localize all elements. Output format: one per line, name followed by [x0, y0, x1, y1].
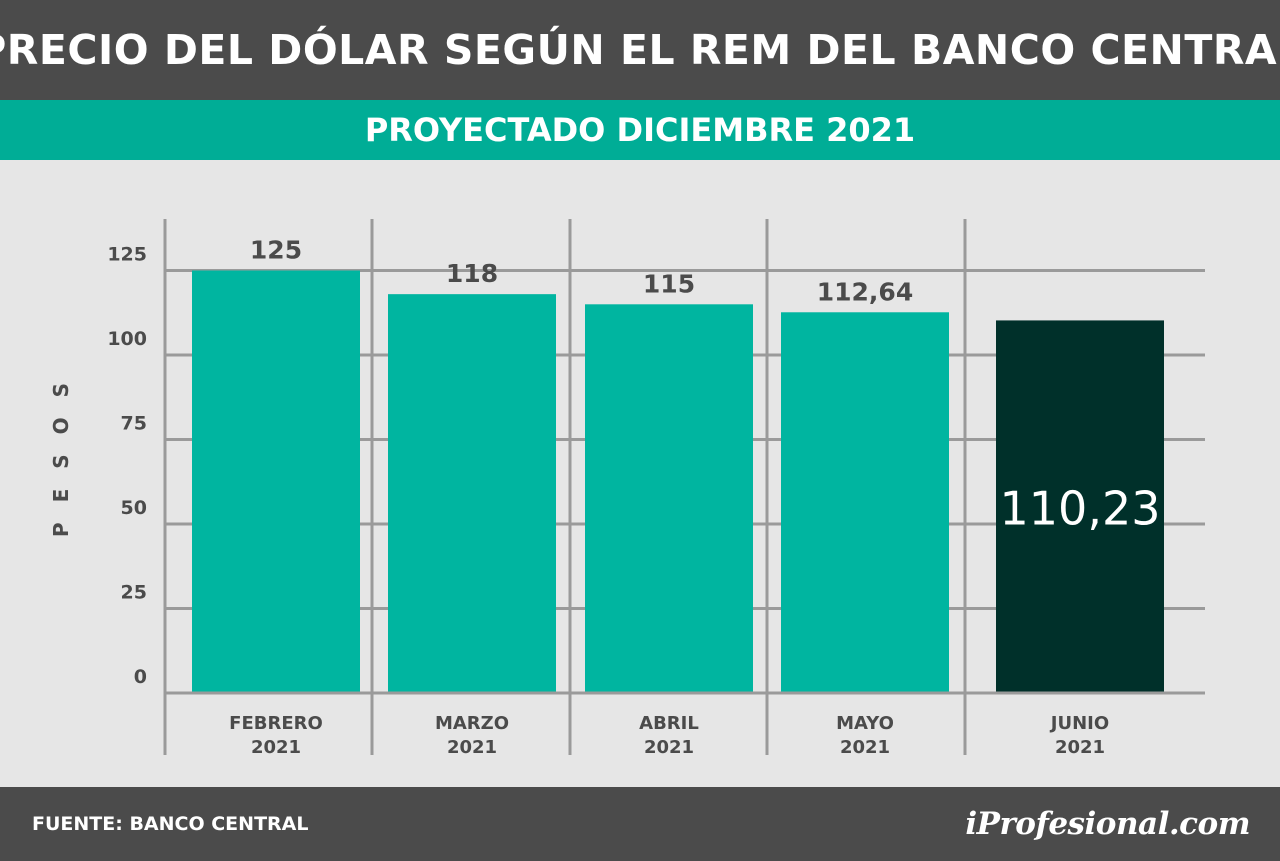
- chart-title: PRECIO DEL DÓLAR SEGÚN EL REM DEL BANCO …: [0, 26, 1280, 74]
- data-label: 115: [643, 269, 695, 298]
- x-tick-label: 2021: [840, 737, 890, 758]
- x-tick-label: 2021: [251, 737, 301, 758]
- y-tick-label: 75: [121, 413, 147, 435]
- x-tick-label: 2021: [447, 737, 497, 758]
- bar-chart: 0 25 50 75 100 125 PESOS 125 FEBRERO 2021 118 MARZO…: [49, 219, 1205, 758]
- brand-logo: iProfesional.com: [965, 806, 1250, 842]
- x-tick-label: MAYO: [836, 713, 894, 734]
- data-label: 112,64: [817, 277, 913, 306]
- x-tick-label: JUNIO: [1049, 713, 1109, 734]
- x-tick-label: ABRIL: [639, 713, 699, 734]
- chart-title-bar: PRECIO DEL DÓLAR SEGÚN EL REM DEL BANCO …: [0, 0, 1280, 100]
- bar: [996, 320, 1164, 693]
- x-tick-label: 2021: [1055, 737, 1105, 758]
- x-tick-label: MARZO: [435, 713, 509, 734]
- y-axis-label: PESOS: [49, 363, 73, 537]
- bar: [781, 312, 949, 693]
- chart-subtitle-bar: PROYECTADO DICIEMBRE 2021: [0, 100, 1280, 160]
- bar: [585, 304, 753, 693]
- data-label: 118: [446, 259, 498, 288]
- y-tick-label: 0: [134, 666, 147, 688]
- bar: [388, 294, 556, 693]
- y-tick-label: 25: [121, 582, 147, 604]
- x-tick-label: 2021: [644, 737, 694, 758]
- source-note: FUENTE: BANCO CENTRAL: [32, 813, 309, 835]
- x-tick-label: FEBRERO: [229, 713, 323, 734]
- data-label: 125: [250, 236, 302, 265]
- y-tick-label: 100: [107, 328, 147, 350]
- y-tick-label: 50: [121, 497, 147, 519]
- data-label: 110,23: [1000, 482, 1161, 536]
- footer: FUENTE: BANCO CENTRAL iProfesional.com: [0, 787, 1280, 861]
- chart-area: 0 25 50 75 100 125 PESOS 125 FEBRERO 2021 118 MARZO…: [0, 160, 1280, 787]
- y-tick-label: 125: [107, 244, 147, 266]
- chart-subtitle: PROYECTADO DICIEMBRE 2021: [364, 111, 916, 149]
- bar: [192, 270, 360, 693]
